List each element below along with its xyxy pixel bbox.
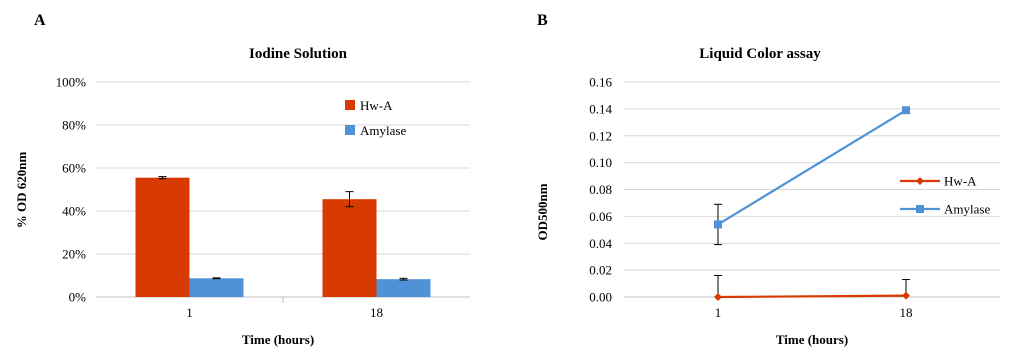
series-line-amylase xyxy=(717,109,907,226)
chart-a-ylabel: % OD 620nm xyxy=(14,152,29,229)
y-tick-label: 0.08 xyxy=(589,182,612,197)
point-amylase-1 xyxy=(714,220,722,229)
panel-b-letter: B xyxy=(537,12,548,29)
chart-b-title: Liquid Color assay xyxy=(699,46,821,62)
point-amylase-18 xyxy=(902,106,910,115)
chart-a-plot: 0% 20% 40% 60% 80% 100% 1 18 Hw-A Amylase xyxy=(56,75,470,320)
bar-amylase-1 xyxy=(189,278,244,297)
y-tick-label: 0.06 xyxy=(589,209,612,224)
y-tick-label: 40% xyxy=(62,204,86,219)
legend-label: Amylase xyxy=(944,202,990,217)
chart-b-ylabel: OD500nm xyxy=(535,183,550,240)
x-tick-label: 1 xyxy=(186,305,193,320)
y-tick-label: 100% xyxy=(56,75,87,90)
legend-marker xyxy=(916,177,924,185)
bar-amylase-18 xyxy=(376,279,431,297)
x-tick-label: 18 xyxy=(900,305,913,320)
legend-label: Hw-A xyxy=(360,98,393,113)
chart-b-xlabel: Time (hours) xyxy=(776,332,848,347)
y-tick-label: 0.12 xyxy=(589,128,612,143)
chart-b-plot: 0.00 0.02 0.04 0.06 0.08 0.10 0.12 0.14 0.16 1 18 H… xyxy=(589,75,1000,320)
y-tick-label: 80% xyxy=(62,118,86,133)
y-tick-label: 60% xyxy=(62,161,86,176)
x-tick-label: 1 xyxy=(715,305,722,320)
legend-marker xyxy=(916,205,924,213)
y-tick-label: 0.10 xyxy=(589,155,612,170)
bar-hwa-18 xyxy=(322,199,377,297)
y-tick-label: 0.00 xyxy=(589,290,612,305)
x-tick-label: 18 xyxy=(370,305,383,320)
y-tick-label: 0.02 xyxy=(589,263,612,278)
panel-a-letter: A xyxy=(34,12,46,29)
y-tick-label: 0.16 xyxy=(589,75,612,90)
legend-swatch xyxy=(345,125,355,135)
y-tick-label: 0% xyxy=(69,290,87,305)
bar-hwa-1 xyxy=(135,177,190,297)
legend-label: Amylase xyxy=(360,123,406,138)
y-tick-label: 0.04 xyxy=(589,236,612,251)
y-tick-label: 0.14 xyxy=(589,101,612,116)
legend-swatch xyxy=(345,100,355,110)
series-line-hwa xyxy=(717,294,907,299)
y-tick-label: 20% xyxy=(62,247,86,262)
point-hwa-18 xyxy=(902,291,910,300)
chart-a-title: Iodine Solution xyxy=(249,46,348,62)
point-hwa-1 xyxy=(714,293,722,301)
chart-a-xlabel: Time (hours) xyxy=(242,332,314,347)
legend-label: Hw-A xyxy=(944,174,977,189)
